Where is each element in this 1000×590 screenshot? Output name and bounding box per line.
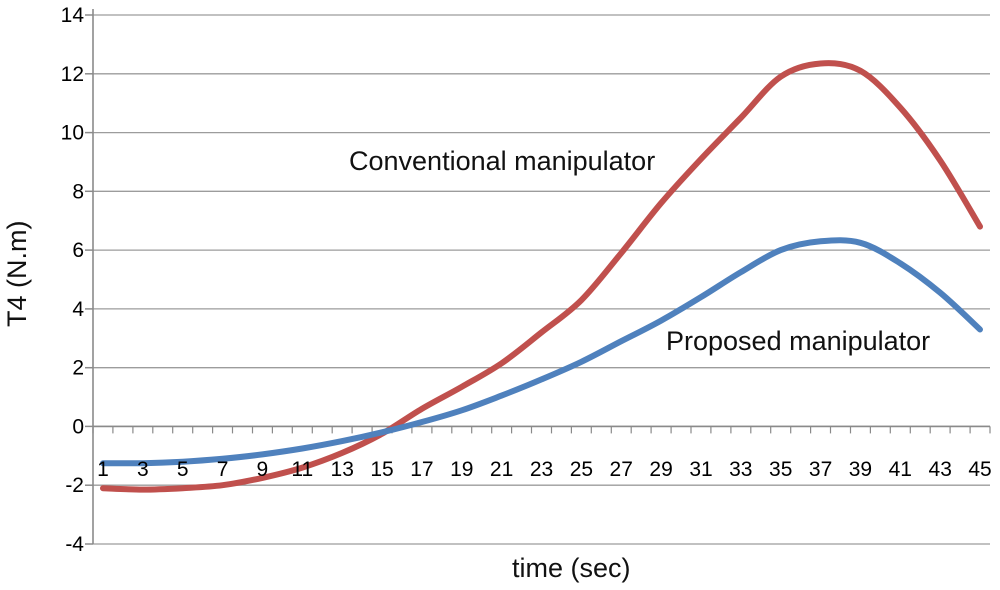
y-tick-label-8: 8 (72, 180, 84, 203)
x-tick-label-17: 17 (410, 458, 433, 481)
x-tick-label-45: 45 (968, 458, 991, 481)
x-axis-title: time (sec) (512, 553, 631, 583)
x-tick-label-5: 5 (177, 458, 189, 481)
series-label-proposed-manipulator: Proposed manipulator (666, 326, 931, 356)
x-tick-label-37: 37 (809, 458, 832, 481)
x-tick-label-7: 7 (217, 458, 229, 481)
x-tick-label-27: 27 (610, 458, 633, 481)
series-label-conventional-manipulator: Conventional manipulator (349, 146, 656, 176)
x-tick-label-9: 9 (257, 458, 269, 481)
x-tick-label-15: 15 (370, 458, 393, 481)
x-tick-label-35: 35 (769, 458, 792, 481)
series-line-conventional-manipulator (100, 60, 983, 493)
x-tick-label-21: 21 (490, 458, 513, 481)
x-tick-label-25: 25 (570, 458, 593, 481)
x-tick-label-13: 13 (331, 458, 354, 481)
x-tick-label-23: 23 (530, 458, 553, 481)
y-tick-label-6: 6 (72, 239, 84, 262)
y-tick-label-12: 12 (61, 63, 84, 86)
x-tick-label-33: 33 (729, 458, 752, 481)
x-tick-label-29: 29 (649, 458, 672, 481)
y-tick-label-4: 4 (72, 298, 84, 321)
series-line-proposed-manipulator (100, 237, 983, 467)
x-tick-label-43: 43 (929, 458, 952, 481)
x-tick-label-41: 41 (889, 458, 912, 481)
x-tick-label-31: 31 (689, 458, 712, 481)
y-tick-label-2: 2 (72, 357, 84, 380)
x-tick-label-3: 3 (137, 458, 149, 481)
x-tick-label-1: 1 (97, 458, 109, 481)
y-tick-label-0: 0 (72, 415, 84, 438)
x-tick-label-11: 11 (291, 458, 313, 481)
y-tick-label-14: 14 (61, 4, 85, 27)
y-tick-label-10: 10 (61, 122, 84, 145)
y-tick-label--4: -4 (65, 533, 84, 556)
x-tick-label-19: 19 (450, 458, 473, 481)
x-tick-label-39: 39 (849, 458, 872, 481)
y-axis-title: T4 (N.m) (2, 220, 32, 327)
y-tick-label--2: -2 (65, 474, 84, 497)
